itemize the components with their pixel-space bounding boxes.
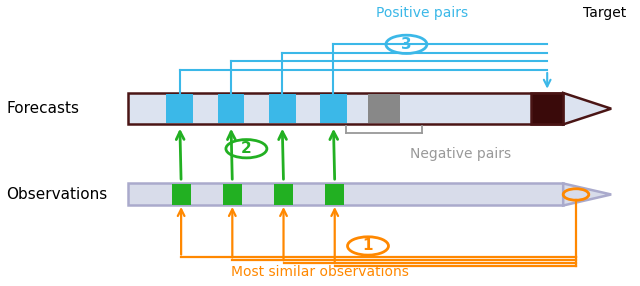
Text: Negative pairs: Negative pairs [410, 148, 511, 161]
Text: Positive pairs: Positive pairs [376, 6, 468, 20]
Text: 1: 1 [363, 239, 373, 253]
Text: 2: 2 [241, 141, 252, 156]
Text: Observations: Observations [6, 187, 108, 202]
Bar [325, 184, 344, 205]
Bar [218, 94, 244, 123]
Bar [172, 184, 191, 205]
Text: 3: 3 [401, 37, 412, 52]
Bar [128, 184, 563, 205]
Bar [368, 94, 400, 123]
Bar [166, 94, 193, 123]
Polygon shape [563, 184, 611, 205]
Text: Most similar observations: Most similar observations [231, 265, 409, 279]
Bar [320, 94, 347, 123]
Bar [128, 93, 563, 124]
Polygon shape [563, 93, 611, 124]
Bar [274, 184, 293, 205]
Bar [531, 93, 563, 124]
Text: Forecasts: Forecasts [6, 101, 79, 116]
Text: Target: Target [583, 6, 627, 20]
Bar [269, 94, 296, 123]
Bar [223, 184, 242, 205]
